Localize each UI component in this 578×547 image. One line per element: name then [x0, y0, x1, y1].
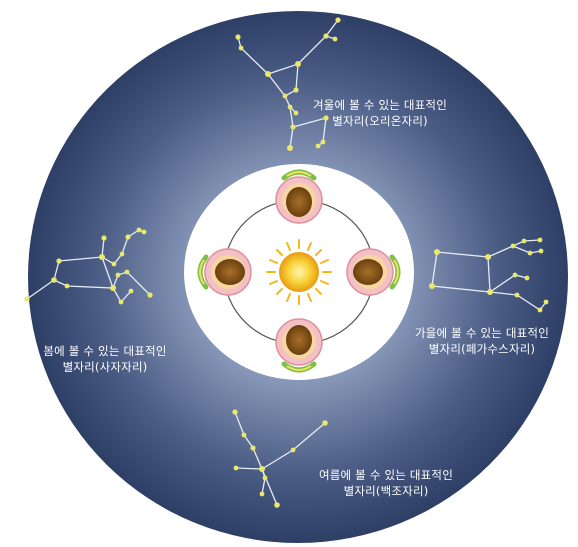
spring-caption-line1: 봄에 볼 수 있는 대표적인	[43, 344, 167, 358]
autumn-caption-line1: 가을에 볼 수 있는 대표적인	[414, 326, 549, 340]
sun-icon	[266, 239, 332, 305]
winter-constellation-caption: 겨울에 볼 수 있는 대표적인 별자리(오리온자리)	[280, 97, 480, 129]
earth-left-icon	[197, 248, 252, 296]
summer-caption-line1: 여름에 볼 수 있는 대표적인	[318, 468, 453, 482]
autumn-constellation-caption: 가을에 볼 수 있는 대표적인 별자리(페가수스자리)	[382, 325, 578, 357]
cygnus-constellation	[232, 409, 328, 508]
leo-constellation	[24, 227, 153, 305]
summer-constellation-caption: 여름에 볼 수 있는 대표적인 별자리(백조자리)	[286, 467, 486, 499]
spring-constellation-caption: 봄에 볼 수 있는 대표적인 별자리(사자자리)	[5, 343, 205, 375]
winter-caption-line2: 별자리(오리온자리)	[332, 114, 428, 128]
orion-constellation	[235, 17, 341, 151]
autumn-caption-line2: 별자리(페가수스자리)	[428, 342, 536, 356]
spring-caption-line2: 별자리(사자자리)	[62, 360, 148, 374]
summer-caption-line2: 별자리(백조자리)	[343, 484, 429, 498]
earth-right-icon	[346, 248, 401, 296]
earth-bottom-icon	[275, 318, 323, 373]
earth-top-icon	[275, 169, 323, 224]
winter-caption-line1: 겨울에 볼 수 있는 대표적인	[312, 98, 447, 112]
pegasus-constellation	[429, 237, 549, 313]
